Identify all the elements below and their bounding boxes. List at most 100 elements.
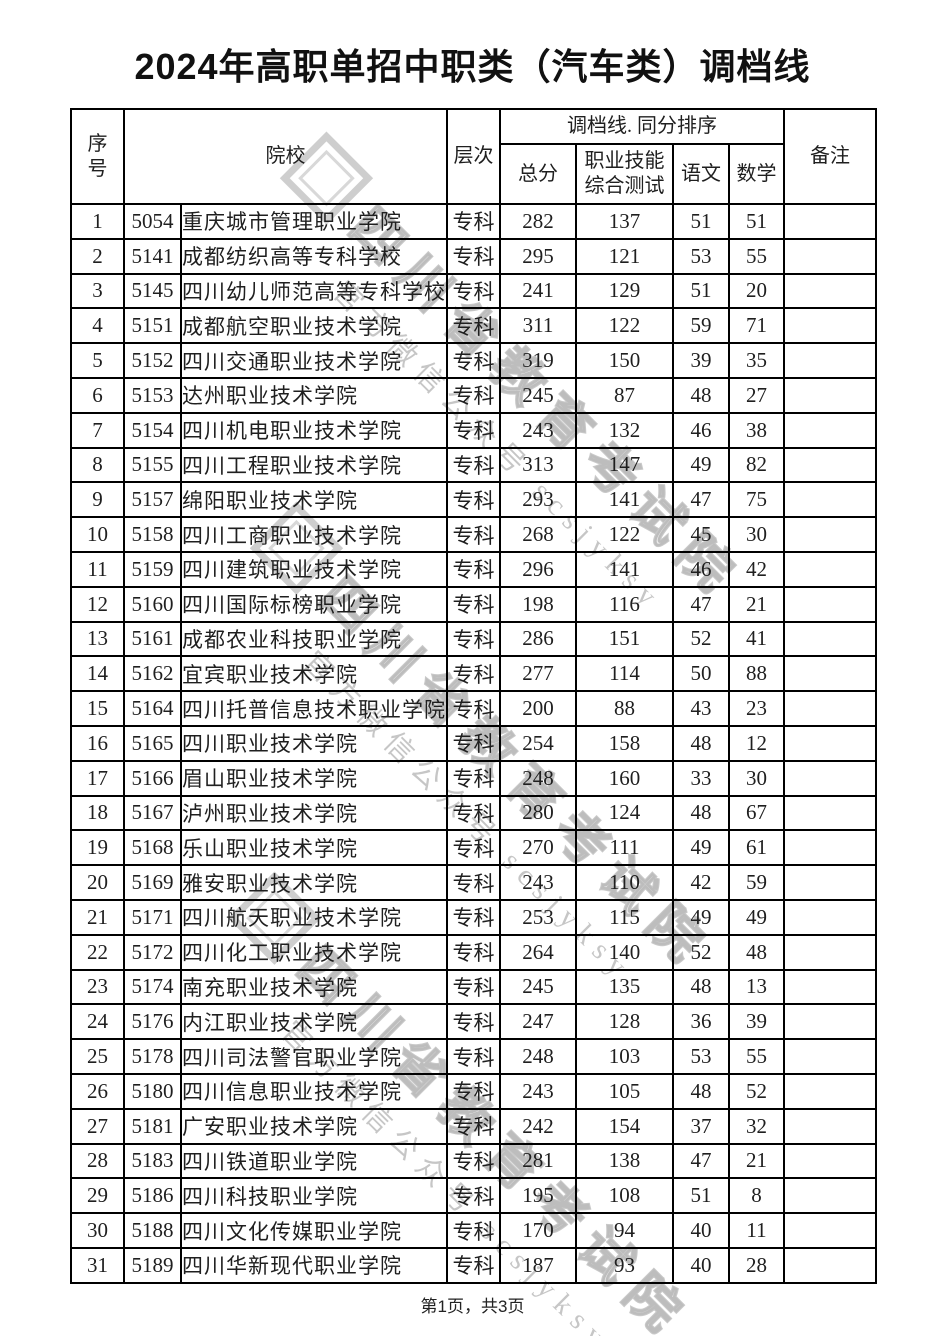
page-number-footer: 第1页，共3页 [420,1297,525,1316]
cell-institution-name: 四川铁道职业学院 [180,1142,448,1180]
cell-remarks [783,1107,877,1145]
cell-institution-code: 5189 [123,1246,182,1284]
cell-skill-test-score: 116 [575,585,674,623]
table-row: 28 5183 四川铁道职业学院 专科 281 138 47 21 [70,1142,877,1180]
table-row: 15 5164 四川托普信息技术职业学院 专科 200 88 43 23 [70,690,877,727]
cell-level: 专科 [446,829,501,867]
cell-total-score: 293 [499,481,577,519]
cell-math-score: 88 [728,655,785,693]
cell-institution-name: 宜宾职业技术学院 [180,655,448,693]
cell-chinese-score: 52 [672,933,730,971]
cell-total-score: 248 [499,759,577,797]
cell-skill-test-score: 150 [575,342,674,379]
page-title: 2024年高职单招中职类（汽车类）调档线 [134,46,811,87]
cell-institution-code: 5180 [123,1072,182,1110]
cell-skill-test-score: 87 [575,376,674,414]
cell-chinese-score: 51 [672,1177,730,1215]
cell-level: 专科 [446,237,501,275]
cell-level: 专科 [446,1038,501,1075]
cell-serial-number: 18 [70,794,125,832]
cell-chinese-score: 49 [672,829,730,867]
table-row: 7 5154 四川机电职业技术学院 专科 243 132 46 38 [70,411,877,449]
table-row: 6 5153 达州职业技术学院 专科 245 87 48 27 [70,376,877,414]
cell-level: 专科 [446,1107,501,1145]
cell-serial-number: 8 [70,446,125,484]
cell-math-score: 82 [728,446,785,484]
cell-chinese-score: 50 [672,655,730,693]
cell-institution-name: 成都农业科技职业学院 [180,620,448,658]
cell-total-score: 295 [499,237,577,275]
cell-institution-code: 5167 [123,794,182,832]
cell-total-score: 187 [499,1246,577,1284]
cell-serial-number: 26 [70,1072,125,1110]
table-row: 17 5166 眉山职业技术学院 专科 248 160 33 30 [70,759,877,797]
cell-level: 专科 [446,655,501,693]
cell-remarks [783,1003,877,1041]
cell-skill-test-score: 108 [575,1177,674,1215]
cell-total-score: 281 [499,1142,577,1180]
cell-chinese-score: 46 [672,411,730,449]
cell-skill-test-score: 124 [575,794,674,832]
cell-remarks [783,794,877,832]
cell-remarks [783,481,877,519]
cell-total-score: 253 [499,898,577,936]
cell-skill-test-score: 147 [575,446,674,484]
cell-skill-test-score: 158 [575,724,674,762]
cell-chinese-score: 46 [672,550,730,588]
cell-chinese-score: 45 [672,516,730,553]
table-row: 3 5145 四川幼儿师范高等专科学校 专科 241 129 51 20 [70,272,877,310]
cell-serial-number: 30 [70,1212,125,1249]
cell-total-score: 282 [499,203,577,240]
cell-serial-number: 23 [70,968,125,1006]
cell-skill-test-score: 141 [575,481,674,519]
cell-level: 专科 [446,968,501,1006]
table-row: 22 5172 四川化工职业技术学院 专科 264 140 52 48 [70,933,877,971]
cell-chinese-score: 52 [672,620,730,658]
header-level: 层次 [446,108,501,205]
cell-total-score: 243 [499,864,577,901]
cell-level: 专科 [446,550,501,588]
cell-serial-number: 17 [70,759,125,797]
cell-total-score: 200 [499,690,577,727]
cell-math-score: 71 [728,307,785,345]
cell-total-score: 245 [499,376,577,414]
cell-level: 专科 [446,481,501,519]
table-row: 10 5158 四川工商职业技术学院 专科 268 122 45 30 [70,516,877,553]
cell-level: 专科 [446,272,501,310]
cell-total-score: 268 [499,516,577,553]
table-row: 19 5168 乐山职业技术学院 专科 270 111 49 61 [70,829,877,867]
header-cutoff-group: 调档线. 同分排序 [499,108,785,145]
cell-institution-code: 5174 [123,968,182,1006]
table-row: 29 5186 四川科技职业学院 专科 195 108 51 8 [70,1177,877,1215]
cell-math-score: 21 [728,1142,785,1180]
cell-institution-name: 重庆城市管理职业学院 [180,203,448,240]
table-row: 9 5157 绵阳职业技术学院 专科 293 141 47 75 [70,481,877,519]
cell-total-score: 286 [499,620,577,658]
cell-math-score: 12 [728,724,785,762]
cell-institution-code: 5172 [123,933,182,971]
cell-serial-number: 2 [70,237,125,275]
cell-institution-code: 5166 [123,759,182,797]
cell-serial-number: 7 [70,411,125,449]
cell-chinese-score: 48 [672,376,730,414]
cell-total-score: 313 [499,446,577,484]
cell-remarks [783,1177,877,1215]
cell-skill-test-score: 114 [575,655,674,693]
cell-institution-name: 四川航天职业技术学院 [180,898,448,936]
cell-remarks [783,864,877,901]
cell-institution-name: 四川司法警官职业学院 [180,1038,448,1075]
cell-math-score: 38 [728,411,785,449]
table-row: 4 5151 成都航空职业技术学院 专科 311 122 59 71 [70,307,877,345]
cell-level: 专科 [446,1246,501,1284]
cell-level: 专科 [446,1003,501,1041]
cell-institution-name: 四川化工职业技术学院 [180,933,448,971]
cell-serial-number: 15 [70,690,125,727]
table-row: 13 5161 成都农业科技职业学院 专科 286 151 52 41 [70,620,877,658]
cell-total-score: 311 [499,307,577,345]
cell-chinese-score: 48 [672,794,730,832]
cell-math-score: 32 [728,1107,785,1145]
header-serial-number: 序 号 [70,108,125,205]
cell-serial-number: 25 [70,1038,125,1075]
cell-level: 专科 [446,759,501,797]
